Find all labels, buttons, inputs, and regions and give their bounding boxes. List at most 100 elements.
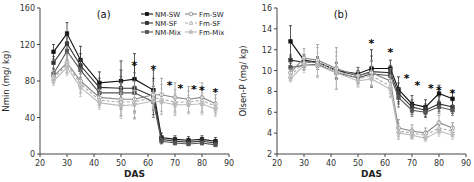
point [335, 71, 338, 74]
point [78, 85, 83, 90]
y-tick [274, 49, 277, 50]
series [51, 59, 218, 119]
y-tick-label: 6 [267, 108, 272, 117]
panel-label: (a) [97, 9, 111, 20]
annotation: * [151, 63, 157, 76]
x-tick [466, 154, 467, 157]
point [289, 58, 292, 61]
legend-label: NM-Mix [155, 29, 181, 37]
series [52, 23, 217, 145]
annotation: * [450, 87, 456, 100]
series-line [291, 41, 453, 107]
y-tick-label: 2 [267, 150, 272, 159]
point [213, 107, 218, 112]
legend-label: Fm-SF [199, 20, 221, 28]
error-bar [370, 56, 373, 87]
series [289, 59, 454, 117]
error-bar [438, 122, 441, 135]
error-bar [152, 91, 155, 111]
series [289, 48, 455, 140]
legend-item: NM-SW [141, 11, 180, 19]
x-tick-label: 60 [380, 159, 390, 168]
y-axis-label: Olsen-P (mg/ kg) [238, 45, 248, 116]
point [334, 70, 339, 75]
y-tick-label: 40 [25, 114, 35, 123]
error-bar [174, 141, 177, 145]
x-tick [358, 154, 359, 157]
series [289, 26, 454, 115]
x-tick-label: 80 [434, 159, 444, 168]
x-axis-label: DAS [361, 169, 382, 179]
legend-item: NM-SF [141, 20, 177, 28]
point [388, 87, 393, 92]
point [315, 63, 320, 68]
error-bar [152, 86, 155, 117]
plot-area [288, 26, 455, 142]
point [369, 76, 374, 81]
point [410, 109, 413, 112]
legend-swatch [141, 22, 153, 23]
y-tick-label: 16 [262, 4, 272, 13]
annotation: * [436, 84, 442, 97]
error-bar [187, 139, 190, 144]
error-bar [411, 131, 414, 139]
point [288, 76, 293, 81]
legend-swatch [141, 13, 153, 14]
x-tick [121, 154, 122, 157]
annotation: * [428, 82, 434, 95]
legend-item: Fm-Mix [185, 29, 225, 37]
x-tick-label: 50 [116, 159, 126, 168]
error-bar [357, 75, 360, 88]
x-tick [331, 154, 332, 157]
y-tick-label: 120 [20, 41, 35, 50]
series [52, 55, 218, 118]
error-bar [201, 141, 204, 145]
panel: 2030405060708090246810121416DASOlsen-P (… [238, 4, 471, 179]
point [132, 102, 137, 107]
point [410, 133, 415, 138]
series [52, 42, 217, 147]
error-bar [133, 90, 136, 119]
x-tick-label: 60 [143, 159, 153, 168]
error-bar [451, 131, 454, 139]
point [396, 131, 401, 136]
legend-label: NM-SF [155, 20, 177, 28]
point [450, 133, 455, 138]
error-bar [160, 85, 163, 114]
y-axis-label: Nmin (mg/ kg) [1, 50, 11, 111]
legend-item: Fm-SW [185, 11, 224, 19]
legend-marker [145, 30, 148, 33]
y-tick [274, 154, 277, 155]
x-tick [412, 154, 413, 157]
error-bar [174, 138, 177, 143]
point [214, 143, 217, 146]
error-bar [411, 104, 414, 117]
error-bar [316, 53, 319, 78]
x-tick [439, 154, 440, 157]
error-bar [370, 71, 373, 88]
annotation: * [167, 79, 173, 92]
y-tick [274, 28, 277, 29]
series-line [291, 64, 453, 112]
error-bar [152, 78, 155, 115]
series-line [54, 67, 216, 109]
annotation: * [369, 37, 375, 50]
error-bar [187, 96, 190, 114]
x-tick [94, 154, 95, 157]
error-bar [335, 52, 338, 90]
x-tick-label: 40 [326, 159, 336, 168]
x-tick-label: 20 [35, 159, 45, 168]
error-bar [424, 135, 427, 141]
series [289, 55, 454, 117]
point [65, 49, 68, 52]
annotation: * [132, 59, 138, 72]
annotation: * [199, 84, 205, 97]
annotation: * [415, 79, 421, 92]
x-axis-label: DAS [124, 169, 145, 179]
error-bar [335, 56, 338, 89]
x-tick-label: 40 [89, 159, 99, 168]
point [52, 61, 55, 64]
point [397, 96, 400, 99]
point [119, 103, 124, 108]
y-axis-line [277, 8, 278, 154]
